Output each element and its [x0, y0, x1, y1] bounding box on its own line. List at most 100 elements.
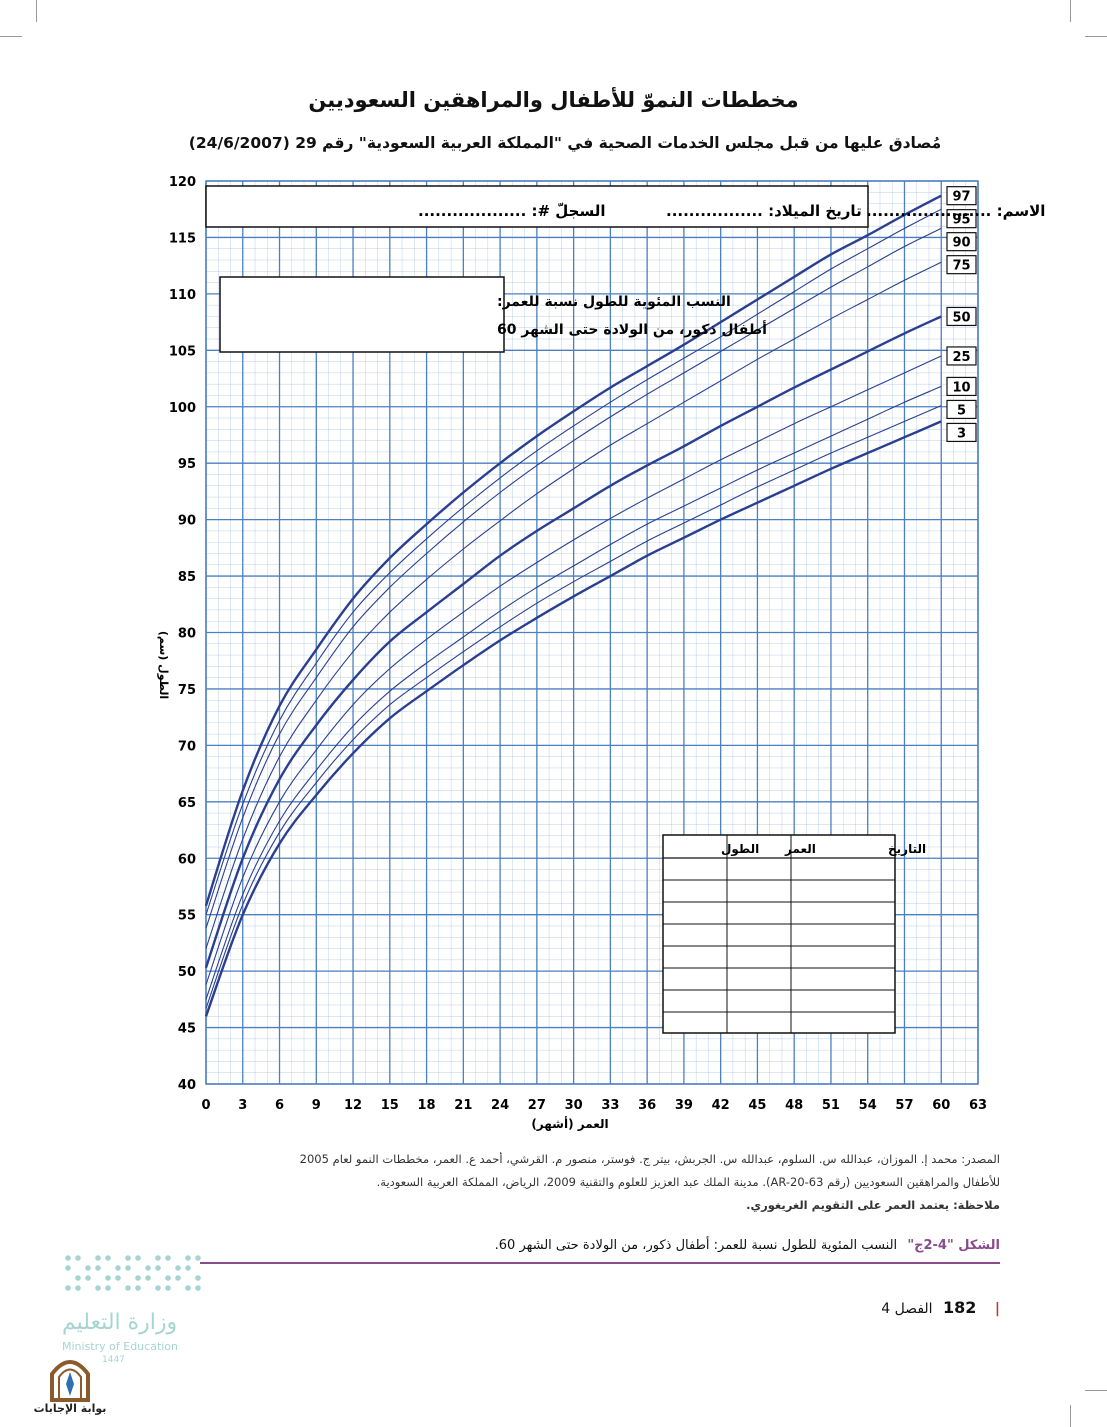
- record-header-date: التاريخ: [888, 842, 926, 856]
- x-tick-label: 24: [491, 1098, 509, 1113]
- ministry-dot: [135, 1275, 141, 1281]
- portal-label: بوابة الإجابات: [33, 1402, 107, 1415]
- percentile-label-box: [946, 306, 977, 327]
- growth-chart: 404550556065707580859095100105110115120 …: [157, 175, 1045, 1131]
- ministry-dot: [115, 1275, 121, 1281]
- percentile-curve-p97: [204, 194, 942, 907]
- ministry-dot: [175, 1265, 181, 1271]
- name-field: الاسم: ......................: [866, 202, 1045, 220]
- x-tick-label: 9: [312, 1098, 321, 1113]
- chart-legend-box: [219, 276, 505, 353]
- percentile-curve-p50: [204, 315, 942, 969]
- percentile-curve-p95: [205, 208, 942, 915]
- y-tick-label: 100: [169, 401, 196, 416]
- ministry-dot: [75, 1275, 81, 1281]
- x-tick-label: 33: [601, 1098, 619, 1113]
- source-note: ملاحظة: يعتمد العمر على التقويم الغريغور…: [746, 1198, 1000, 1212]
- y-tick-label: 65: [178, 796, 196, 811]
- x-tick-label: 39: [675, 1098, 693, 1113]
- ministry-dot: [145, 1275, 151, 1281]
- percentile-label-text: 95: [952, 213, 970, 228]
- ministry-dot: [105, 1255, 111, 1261]
- ministry-dots-icon: [65, 1255, 201, 1291]
- crop-mark: [0, 36, 22, 37]
- y-tick-label: 60: [178, 852, 196, 867]
- percentile-label-p3: 3: [946, 422, 977, 443]
- percentile-curve-p75: [205, 261, 942, 949]
- ministry-dot: [165, 1285, 171, 1291]
- y-axis-label: (الطول (سم: [157, 631, 170, 699]
- ministry-dot: [95, 1265, 101, 1271]
- x-tick-label: 45: [748, 1098, 766, 1113]
- x-tick-label: 60: [932, 1098, 950, 1113]
- page-footer: | 182 الفصل 4: [860, 1298, 1000, 1317]
- crop-mark: [1070, 1405, 1071, 1427]
- ministry-dot: [125, 1255, 131, 1261]
- ministry-dot: [105, 1275, 111, 1281]
- page-number: 182: [943, 1298, 977, 1317]
- percentile-label-text: 10: [952, 380, 970, 395]
- crop-mark: [1085, 1390, 1107, 1391]
- record-field: السجلّ #: ...................: [418, 202, 606, 220]
- x-tick-label: 63: [969, 1098, 987, 1113]
- figure-number: الشكل "4-2ج": [907, 1238, 1000, 1253]
- x-tick-label: 57: [895, 1098, 913, 1113]
- percentile-label-text: 3: [957, 426, 966, 441]
- percentile-label-p10: 10: [946, 376, 977, 397]
- y-tick-label: 110: [169, 288, 196, 303]
- record-header-age: العمر: [784, 842, 816, 856]
- crop-mark: [1070, 0, 1071, 22]
- x-axis-label: العمر (أشهر): [531, 1116, 608, 1131]
- ministry-dot: [185, 1255, 191, 1261]
- source-line-1: المصدر: محمد إ. الموزان، عبدالله س. السل…: [299, 1152, 1000, 1166]
- x-tick-label: 6: [275, 1098, 284, 1113]
- ministry-dot: [175, 1275, 181, 1281]
- percentile-label-p25: 25: [946, 346, 977, 366]
- x-tick-label: 12: [344, 1098, 362, 1113]
- percentile-label-box: [946, 255, 977, 275]
- x-tick-label: 15: [381, 1098, 399, 1113]
- crop-mark: [1085, 36, 1107, 37]
- y-tick-label: 85: [178, 570, 196, 585]
- x-tick-label: 0: [201, 1098, 210, 1113]
- percentile-label-p95: 95: [946, 209, 977, 229]
- x-tick-label: 18: [418, 1098, 436, 1113]
- ministry-dot: [75, 1285, 81, 1291]
- percentile-label-box: [946, 399, 977, 420]
- figure-caption: الشكل "4-2ج" النسب المئوية للطول نسبة لل…: [200, 1238, 1000, 1264]
- percentile-curve-p5: [205, 405, 942, 1009]
- x-tick-label: 51: [822, 1098, 840, 1113]
- x-tick-label: 48: [785, 1098, 803, 1113]
- ministry-dot: [195, 1255, 201, 1261]
- y-tick-label: 105: [169, 344, 196, 359]
- percentile-label-box: [946, 209, 977, 229]
- percentile-label-box: [946, 232, 977, 252]
- percentile-label-text: 25: [952, 350, 970, 365]
- ministry-dot: [85, 1275, 91, 1281]
- ministry-dot: [145, 1265, 151, 1271]
- ministry-dot: [65, 1285, 71, 1291]
- percentile-label-box: [946, 346, 977, 366]
- record-header-height: الطول: [721, 842, 759, 857]
- portal-logo: بوابة الإجابات: [30, 1352, 110, 1422]
- crop-mark: [36, 0, 37, 22]
- y-tick-label: 50: [178, 965, 196, 980]
- y-tick-label: 45: [178, 1022, 196, 1037]
- percentile-label-p90: 90: [946, 232, 977, 252]
- ministry-dot: [125, 1285, 131, 1291]
- ministry-dot: [165, 1255, 171, 1261]
- percentile-label-p50: 50: [946, 306, 977, 327]
- y-tick-label: 80: [178, 627, 196, 642]
- percentile-curve-p25: [205, 355, 942, 985]
- percentile-label-text: 97: [952, 190, 970, 205]
- y-tick-label: 40: [178, 1078, 196, 1093]
- ministry-dot: [65, 1265, 71, 1271]
- percentile-curve-p3: [204, 420, 942, 1017]
- ministry-dot: [95, 1285, 101, 1291]
- percentile-curve-p10: [205, 385, 942, 1000]
- percentile-curve-p90: [205, 227, 942, 929]
- info-form-box: [205, 185, 869, 228]
- x-tick-label: 3: [238, 1098, 247, 1113]
- legend-line-1: النسب المئوية للطول نسبة للعمر:: [497, 294, 731, 310]
- x-tick-label: 30: [565, 1098, 583, 1113]
